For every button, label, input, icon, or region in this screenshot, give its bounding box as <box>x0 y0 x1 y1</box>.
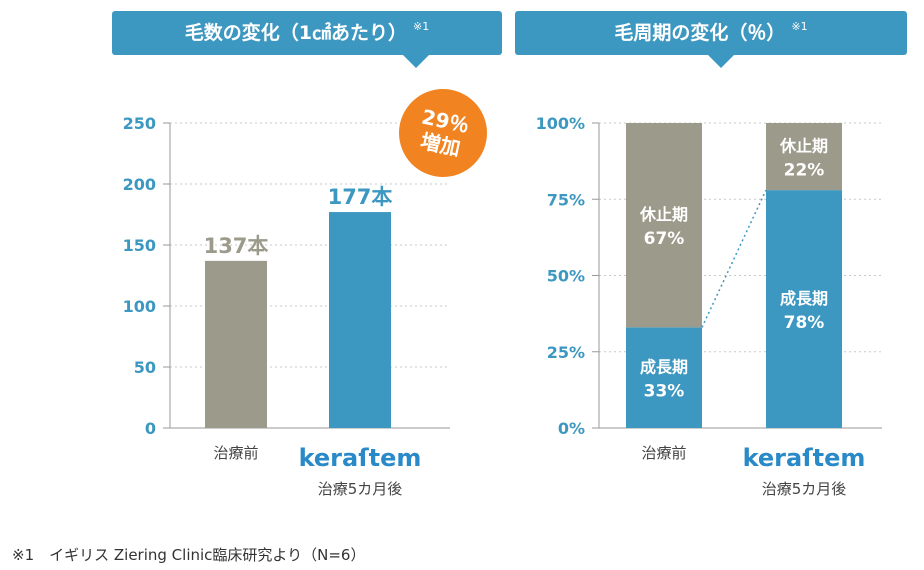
chart1-y-tick-label: 250 <box>123 114 156 133</box>
chart1-title-note: ※1 <box>413 20 430 33</box>
chart1-y-tick-label: 50 <box>134 358 156 377</box>
chart1-title: 毛数の変化（1㎠あたり） ※1 <box>112 11 502 68</box>
chart2-title: 毛周期の変化（％） ※1 <box>515 11 907 68</box>
chart1-x-label: 治療5カ月後 <box>318 480 403 498</box>
chart2-y-tick-label: 0% <box>558 419 585 438</box>
chart1-y-tick-label: 0 <box>145 419 156 438</box>
chart2-segment-name: 休止期 <box>639 205 688 224</box>
chart1-y-tick-label: 150 <box>123 236 156 255</box>
chart2-segment-value: 22% <box>784 161 825 181</box>
chart2-segment <box>766 190 842 428</box>
footnote: ※1 イギリス Ziering Clinic臨床研究より（N=6） <box>12 546 366 564</box>
chart2-y-tick-label: 25% <box>547 343 585 362</box>
chart1-bar <box>329 212 391 428</box>
chart1-y-tick-label: 100 <box>123 297 156 316</box>
kerastem-logo: keraſtem <box>299 444 422 472</box>
chart1-x-label: 治療前 <box>213 444 258 462</box>
chart2-segment-name: 休止期 <box>779 137 828 156</box>
chart1-bar-value-label: 137本 <box>204 234 269 258</box>
chart2-connector-line <box>701 189 767 328</box>
chart2-title-pointer <box>707 54 735 68</box>
chart2-title-text: 毛周期の変化（％） <box>614 22 786 44</box>
chart2-y-tick-label: 75% <box>547 190 585 209</box>
chart2-segment-value: 67% <box>644 229 685 249</box>
chart2-y-tick-label: 100% <box>536 114 585 133</box>
chart1-bar <box>205 260 267 428</box>
chart1-title-pointer <box>402 54 430 68</box>
chart2-segment <box>626 123 702 328</box>
chart2-x-label: 治療前 <box>641 444 686 462</box>
chart1-title-text: 毛数の変化（1㎠あたり） <box>184 22 407 44</box>
chart2-y-tick-label: 50% <box>547 267 585 286</box>
kerastem-logo: keraſtem <box>743 444 866 472</box>
chart2-segment <box>766 123 842 191</box>
chart2-segment-value: 78% <box>784 313 825 333</box>
chart2-segment <box>626 327 702 428</box>
chart2-x-label: 治療5カ月後 <box>762 480 847 498</box>
chart1-y-tick-label: 200 <box>123 175 156 194</box>
chart2-segment-name: 成長期 <box>640 358 688 377</box>
chart1-bar-value-label: 177本 <box>328 185 393 209</box>
chart2-segment-name: 成長期 <box>780 289 828 308</box>
chart2-segment-value: 33% <box>644 382 685 402</box>
chart2-title-note: ※1 <box>791 20 808 33</box>
